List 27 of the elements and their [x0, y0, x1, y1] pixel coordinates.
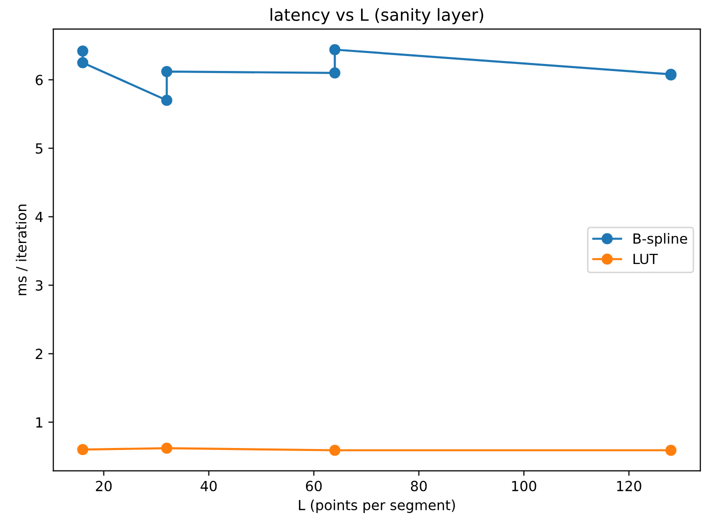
x-tick-label: 80 — [410, 480, 427, 492]
y-tick-label: 1 — [36, 417, 42, 428]
point — [77, 57, 88, 68]
point — [329, 44, 340, 56]
x-tick-label: 60 — [306, 480, 322, 492]
chart-title: latency vs L (sanity layer) — [270, 8, 484, 24]
legend-label: B-spline — [634, 233, 688, 246]
point — [329, 444, 340, 456]
legend-label: LUT — [634, 254, 658, 264]
point — [77, 45, 88, 57]
point — [77, 444, 88, 456]
x-axis-title: L (points per segment) — [298, 500, 455, 513]
y-axis-title: ms / iteration — [16, 204, 28, 296]
y-tick-label: 4 — [35, 212, 43, 222]
x-tick-label: 20 — [96, 480, 112, 492]
y-tick-label: 3 — [36, 280, 42, 291]
y-tick-label: 5 — [36, 143, 42, 154]
x-tick-label: 120 — [617, 480, 642, 492]
point — [329, 67, 340, 78]
y-tick-label: 2 — [36, 348, 42, 359]
point — [161, 94, 172, 106]
x-tick-label: 100 — [512, 480, 536, 492]
point — [665, 444, 676, 456]
point — [161, 442, 172, 454]
point — [161, 66, 172, 78]
y-tick-label: 6 — [36, 74, 43, 86]
x-tick-label: 40 — [200, 480, 217, 492]
